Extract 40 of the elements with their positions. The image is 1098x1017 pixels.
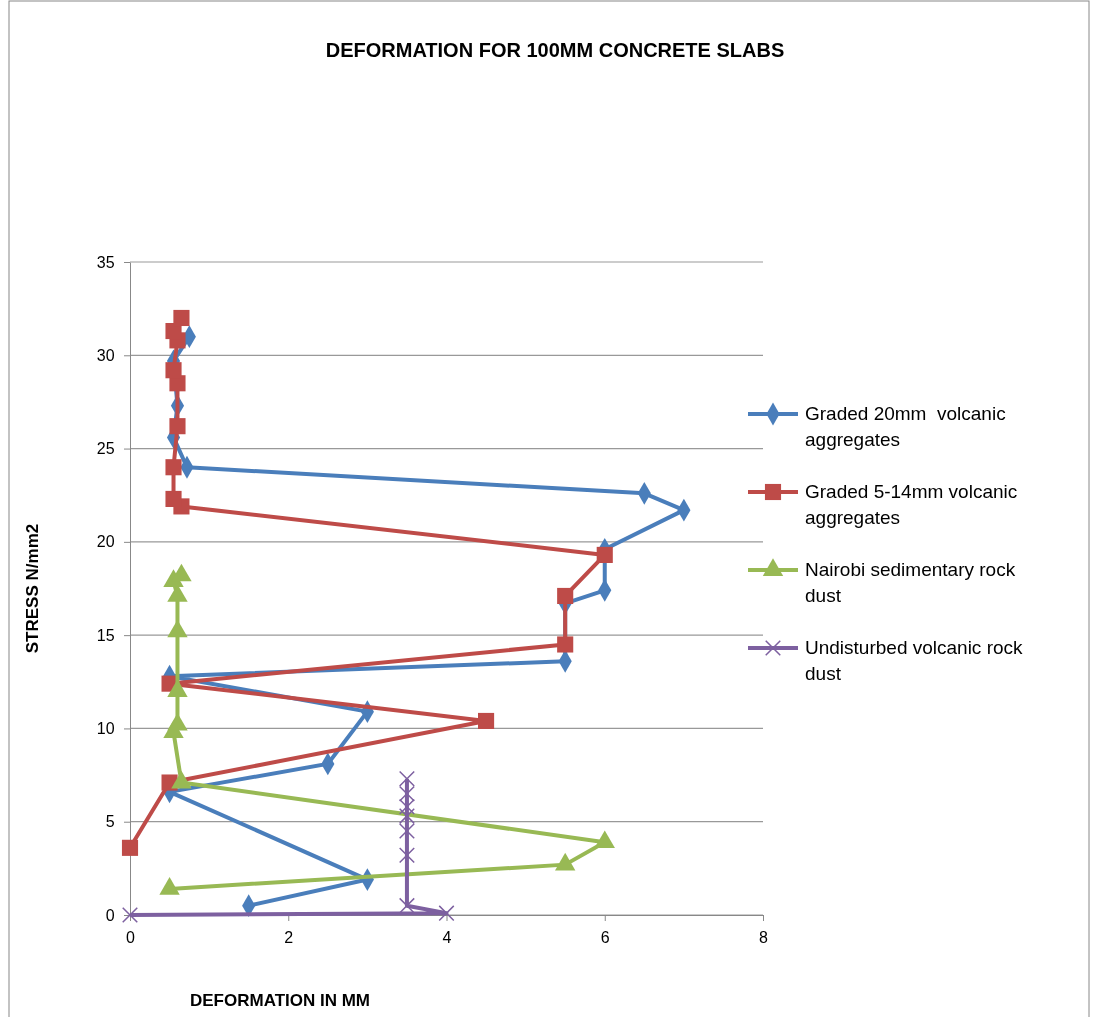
legend-label: Nairobi sedimentary rock dust — [805, 559, 1016, 606]
x-tick-label: 0 — [126, 929, 136, 947]
x-tick-label: 8 — [759, 929, 769, 947]
point — [398, 798, 415, 815]
legend-label: Graded 20mm volcanic aggregates — [805, 403, 1006, 450]
y-axis-title: STRESS N/mm2 — [23, 523, 42, 654]
chart-title: DEFORMATION FOR 100MM CONCRETE SLABS — [325, 39, 785, 61]
point — [398, 770, 415, 787]
x-tick-label: 2 — [284, 929, 294, 947]
point — [478, 712, 495, 730]
point — [557, 636, 574, 653]
point — [165, 459, 182, 476]
point — [165, 362, 182, 379]
x-axis-title: DEFORMATION IN MM — [189, 991, 371, 1010]
legend-label: Undisturbed volcanic rock dust — [805, 637, 1024, 684]
y-tick-label: 35 — [96, 253, 115, 271]
y-tick-label: 5 — [105, 813, 115, 831]
point — [398, 808, 415, 825]
point — [165, 490, 182, 508]
point — [121, 906, 139, 924]
y-tick-label: 20 — [96, 533, 115, 551]
point — [398, 785, 415, 802]
y-tick-label: 0 — [105, 906, 115, 924]
y-tick-label: 10 — [96, 720, 115, 738]
point — [398, 897, 415, 914]
point — [557, 587, 574, 605]
y-tick-label: 25 — [96, 440, 115, 458]
point — [165, 322, 182, 340]
y-tick-label: 30 — [96, 346, 115, 364]
x-tick-label: 6 — [600, 929, 610, 947]
point — [169, 418, 186, 435]
point — [398, 823, 415, 840]
point — [173, 309, 190, 327]
x-tick-label: 4 — [442, 929, 452, 947]
point — [398, 847, 415, 864]
point — [121, 839, 139, 856]
point — [438, 905, 455, 922]
point — [596, 546, 613, 563]
legend-label: Graded 5-14mm volcanic aggregates — [805, 481, 1018, 528]
y-tick-label: 15 — [96, 626, 115, 644]
